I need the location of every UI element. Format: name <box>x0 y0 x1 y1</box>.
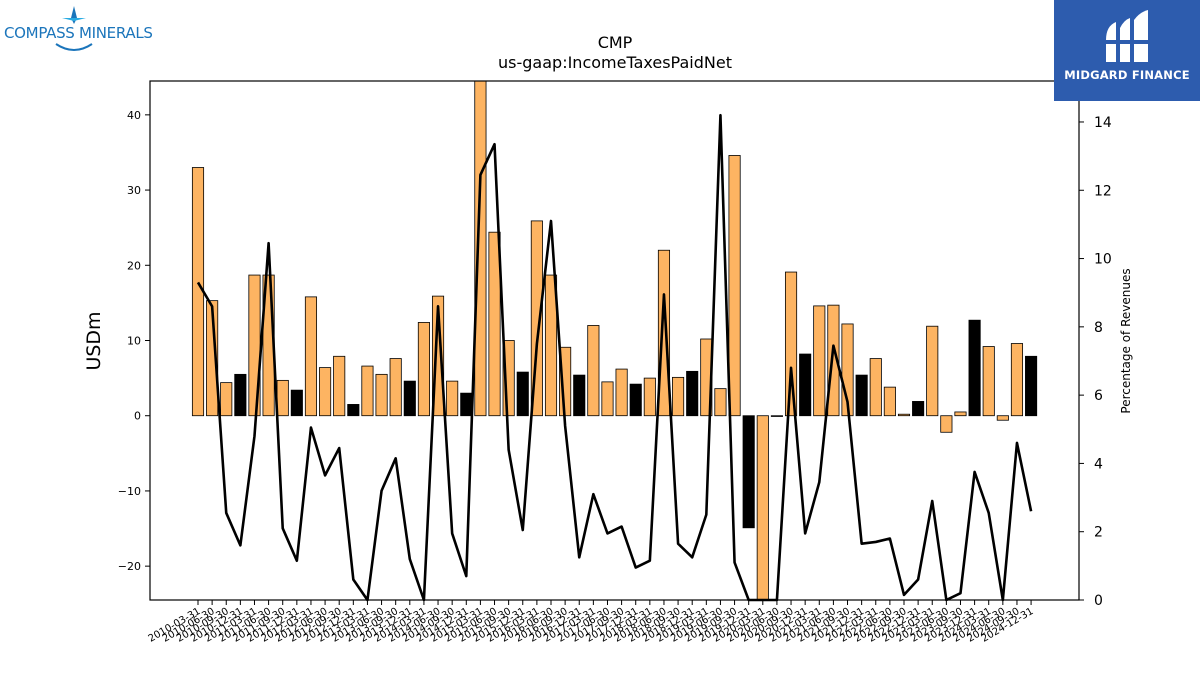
bar <box>290 389 303 417</box>
bar <box>770 415 783 417</box>
bar <box>375 373 388 417</box>
y-tick-label: 10 <box>127 335 141 348</box>
bar <box>855 374 868 417</box>
y2-tick-label: 8 <box>1094 320 1103 336</box>
bar <box>940 415 953 433</box>
bar <box>869 358 882 417</box>
bars <box>191 80 1038 601</box>
y-tick-label: 0 <box>134 410 141 423</box>
bar <box>220 382 233 417</box>
bar <box>431 295 445 417</box>
bar <box>827 304 840 417</box>
bar <box>530 220 543 417</box>
y2-axis-label: Percentage of Revenues <box>1119 268 1133 413</box>
bar <box>714 388 727 417</box>
y-tick-label: 20 <box>127 259 141 272</box>
midgard-finance-wordmark: MIDGARD FINANCE <box>1064 68 1190 82</box>
y2-tick-label: 0 <box>1094 593 1103 609</box>
bar <box>756 415 769 601</box>
bar <box>841 323 854 417</box>
chart-title: CMP <box>598 33 633 52</box>
bar <box>206 300 219 417</box>
midgard-mark-icon <box>1102 10 1152 62</box>
bar <box>954 411 967 417</box>
bar <box>488 231 501 417</box>
bar <box>333 355 346 417</box>
bar <box>672 376 685 417</box>
bar <box>361 365 374 417</box>
bar <box>883 386 896 417</box>
bar <box>813 305 826 417</box>
bar <box>742 415 755 529</box>
bar <box>502 340 515 417</box>
bar <box>996 415 1009 421</box>
bar <box>686 370 699 417</box>
y-axis-left: −20 −10 0 10 20 30 40 <box>118 109 150 573</box>
y-tick-label: 30 <box>127 184 141 197</box>
bar <box>657 249 671 417</box>
y-tick-label: −10 <box>118 485 141 498</box>
bar <box>643 377 656 417</box>
line-series-path <box>196 113 1033 602</box>
y2-tick-label: 14 <box>1094 115 1112 131</box>
bar <box>629 383 642 417</box>
bar <box>544 274 558 417</box>
chart-subtitle: us-gaap:IncomeTaxesPaidNet <box>498 53 732 72</box>
compass-star-icon <box>55 6 93 51</box>
y2-tick-label: 12 <box>1094 183 1112 199</box>
y-tick-label: −20 <box>118 560 141 573</box>
bar <box>968 319 981 417</box>
bar <box>403 380 416 417</box>
bar <box>587 325 600 417</box>
bar <box>799 353 812 417</box>
bar <box>1010 343 1024 417</box>
bar <box>982 346 995 417</box>
bar <box>728 155 741 417</box>
bar <box>912 401 925 417</box>
bar <box>417 322 430 417</box>
bar <box>784 271 798 417</box>
bar <box>304 296 318 417</box>
bar <box>516 371 529 417</box>
compass-minerals-logo: COMPASS MINERALS <box>4 4 154 54</box>
y2-tick-label: 10 <box>1094 252 1112 268</box>
y-tick-label: 40 <box>127 109 141 122</box>
y2-tick-label: 4 <box>1094 456 1103 472</box>
bar <box>615 368 628 417</box>
bar <box>234 373 247 417</box>
plot-frame <box>149 80 1080 601</box>
bar <box>319 367 332 417</box>
bar <box>897 413 911 417</box>
bar <box>926 325 939 417</box>
line-series <box>196 113 1033 602</box>
bar <box>347 404 360 417</box>
bar <box>1025 355 1038 417</box>
y-axis-right: 0 2 4 6 8 10 12 14 <box>1079 115 1112 609</box>
bar <box>573 374 586 417</box>
bar <box>460 392 473 417</box>
bar <box>474 80 487 417</box>
y2-tick-label: 6 <box>1094 388 1103 404</box>
bar <box>446 380 459 417</box>
bar <box>276 379 289 417</box>
bar <box>389 358 402 417</box>
y2-tick-label: 2 <box>1094 525 1103 541</box>
y-axis-label: USDm <box>83 311 105 370</box>
compass-minerals-wordmark: COMPASS MINERALS <box>4 24 153 42</box>
x-axis: 2010-03-312010-06-302010-09-302010-12-31… <box>147 600 1036 645</box>
bar <box>601 381 614 417</box>
midgard-finance-logo: MIDGARD FINANCE <box>1054 0 1200 101</box>
